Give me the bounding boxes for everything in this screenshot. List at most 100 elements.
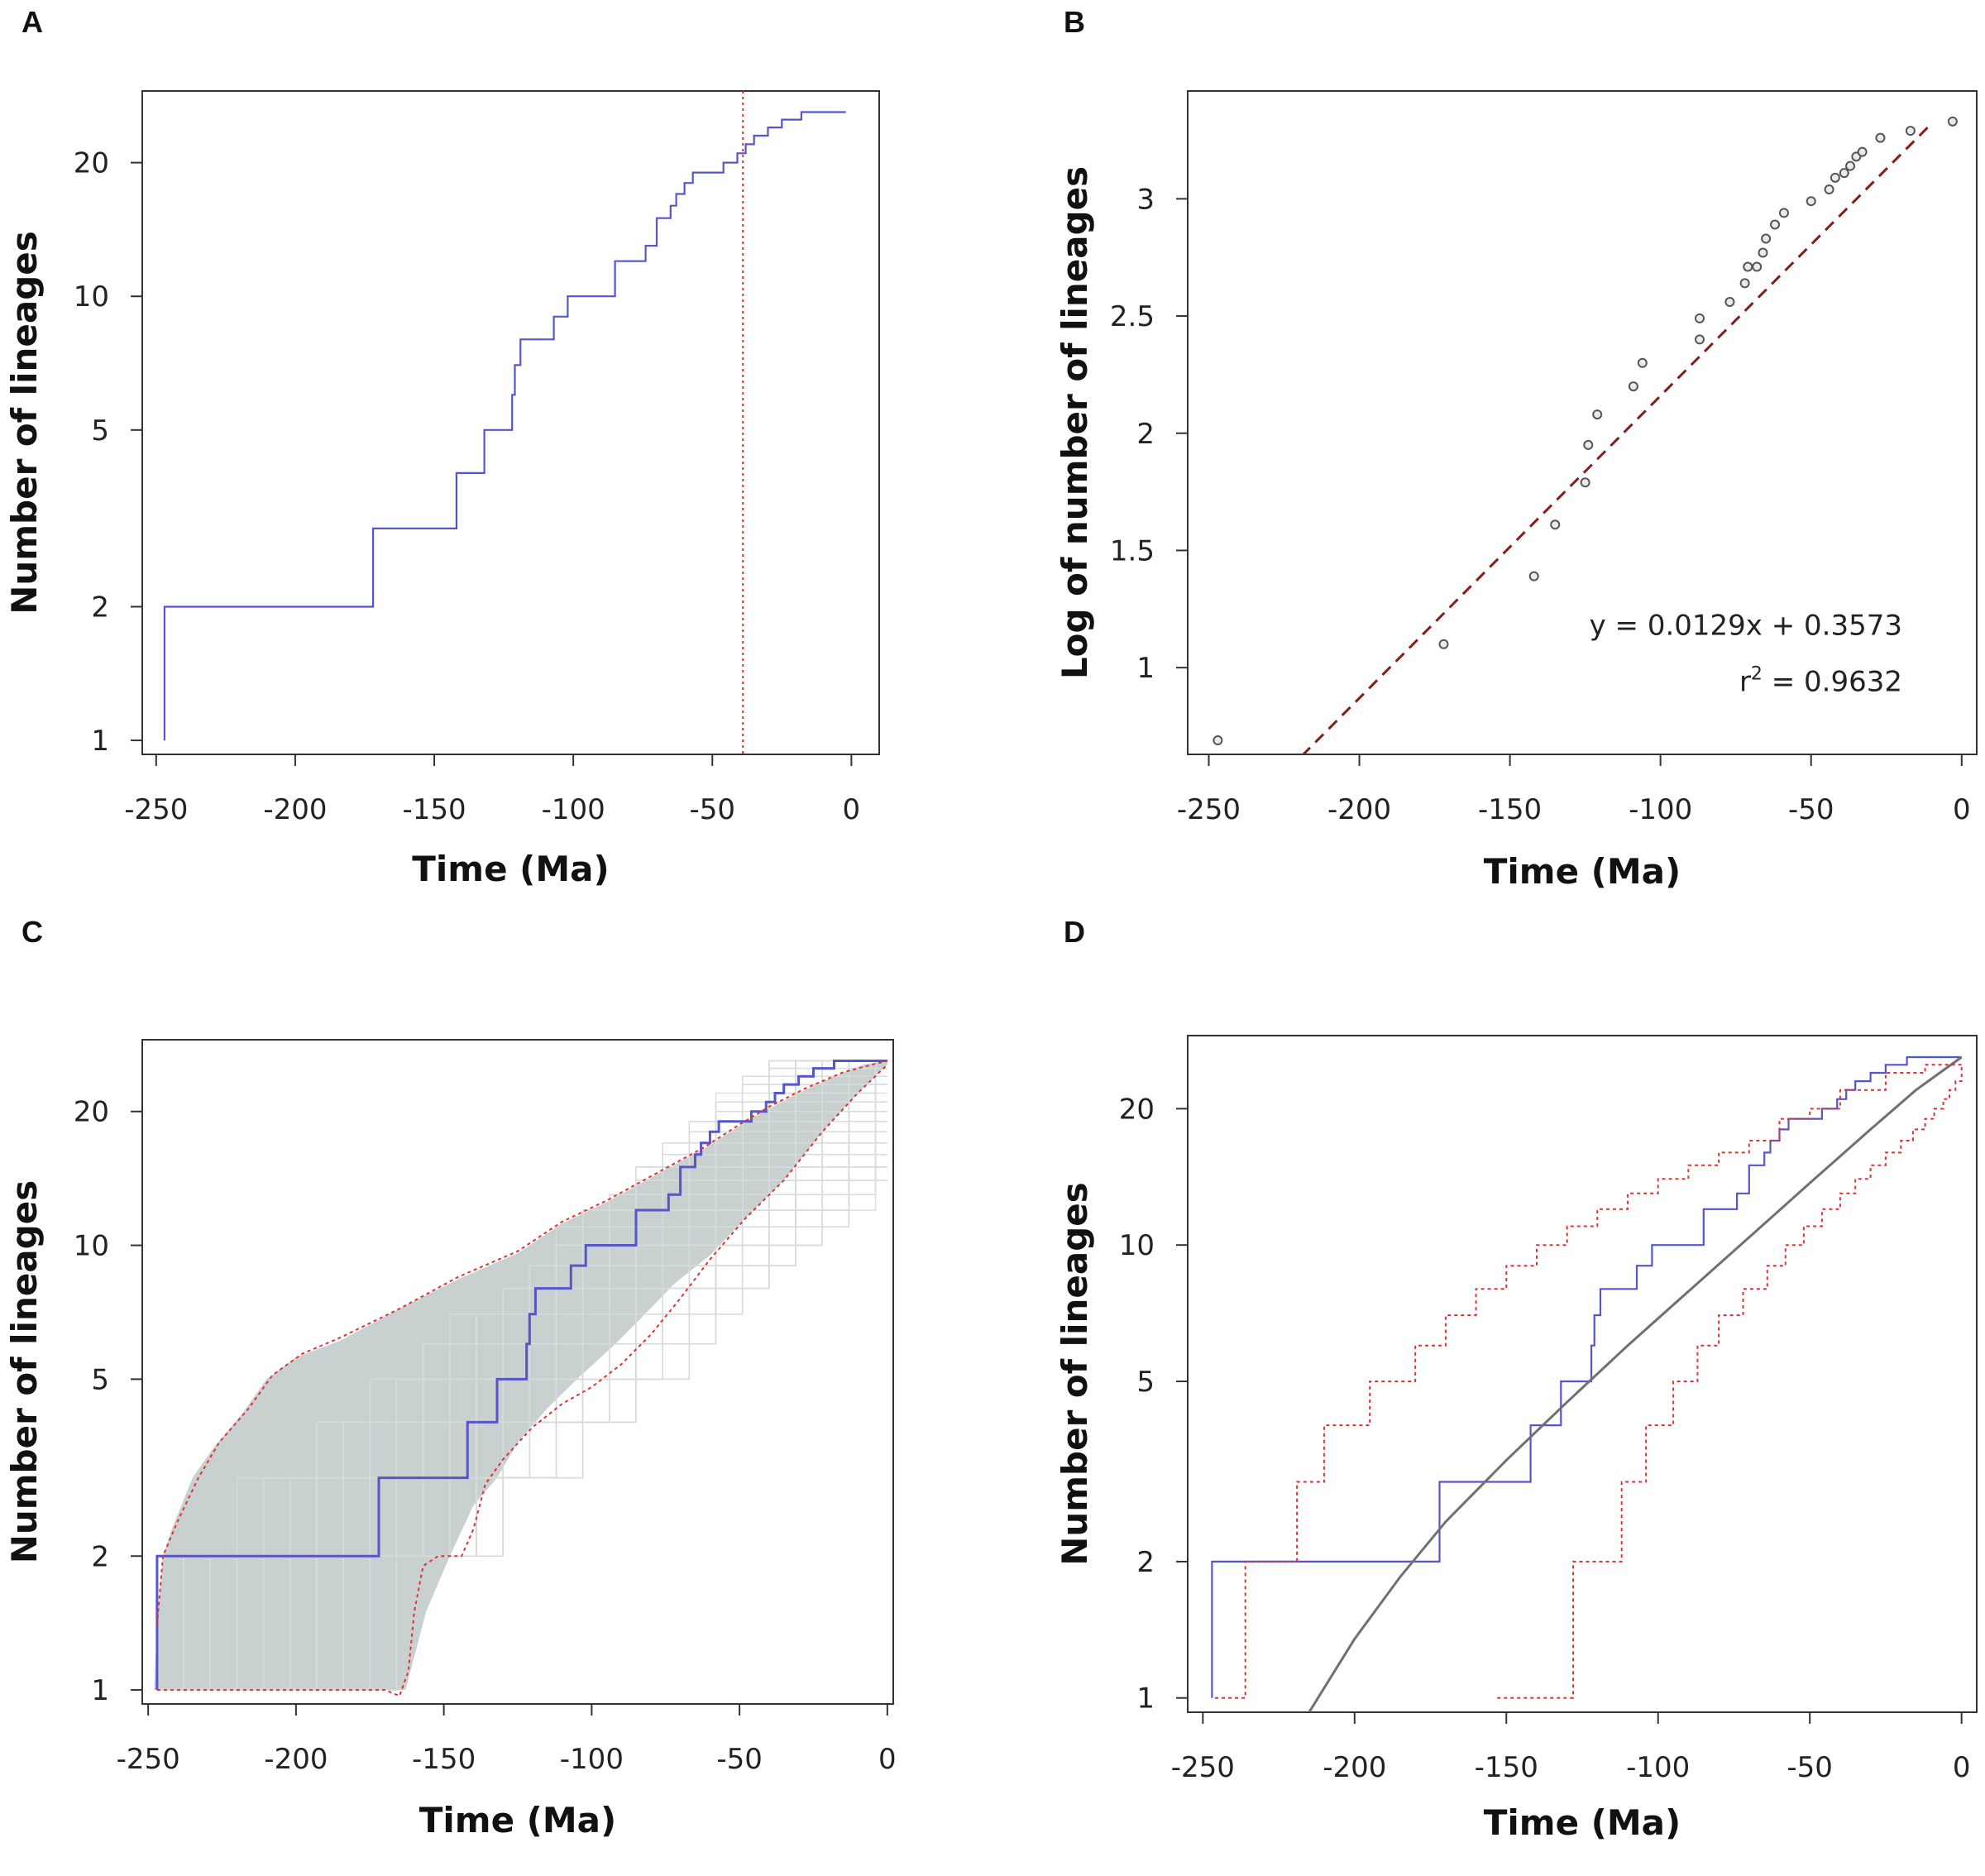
panel-c: C -250 -200 -150 -100 -50 0 1 2 5 10 20 Time (Ma) Nu… [0, 910, 992, 1876]
r-squared-value: = 0.9632 [1763, 665, 1902, 698]
y-tick-label: 20 [74, 147, 109, 180]
data-point [1875, 132, 1886, 143]
x-tick-label: -100 [1629, 793, 1692, 826]
y-tick-label: 2 [91, 591, 109, 624]
plot-frame-d [1187, 1035, 1978, 1713]
data-point [1806, 196, 1816, 207]
x-tick-label: -150 [1475, 1751, 1538, 1784]
panel-d: D -250 -200 -150 -100 -50 0 1 2 5 10 20 Time (Ma) Nu… [992, 910, 1985, 1876]
x-tick-label: -250 [1177, 793, 1241, 826]
y-tick-label: 20 [74, 1096, 109, 1129]
y-tick-label: 5 [91, 414, 109, 447]
x-tick-label: -50 [716, 1743, 763, 1776]
chart-a: -250 -200 -150 -100 -50 0 1 2 5 10 20 Time (Ma) Numb… [4, 90, 880, 889]
y-tick-label: 5 [1136, 1366, 1155, 1399]
data-point [1695, 313, 1705, 323]
x-axis-title: Time (Ma) [419, 1800, 616, 1840]
data-point [1528, 571, 1539, 581]
data-point [1583, 439, 1594, 450]
y-tick-label: 2 [1136, 418, 1155, 451]
x-axis-title: Time (Ma) [412, 849, 609, 889]
y-tick-label: 20 [1119, 1093, 1155, 1126]
data-point [1778, 208, 1789, 218]
panel-letter-c: C [22, 915, 43, 949]
data-point [1845, 160, 1856, 171]
data-point [1761, 233, 1772, 244]
panel-b: B -250 -200 -150 -100 -50 0 1 1.5 2 2.5 3 Time (Ma)… [992, 0, 1985, 910]
data-point [1739, 278, 1750, 289]
y-tick-label: 2.5 [1110, 300, 1155, 333]
plot-area-b [1213, 116, 1958, 754]
chart-c: -250 -200 -150 -100 -50 0 1 2 5 10 20 Time (Ma) Numb… [4, 1039, 897, 1840]
x-tick-label: -200 [263, 793, 327, 826]
x-tick-label: -250 [124, 793, 188, 826]
x-axis-title: Time (Ma) [1484, 851, 1681, 892]
y-tick-label: 1 [91, 725, 109, 758]
data-point [1758, 247, 1768, 258]
y-tick-label: 2 [91, 1540, 109, 1573]
x-tick-label: -100 [560, 1743, 624, 1776]
r-squared-label: r2 = 0.9632 [1739, 663, 1902, 698]
y-tick-label: 1 [1136, 1682, 1155, 1716]
panel-letter-d: D [1064, 915, 1085, 949]
y-axis-title: Number of lineages [4, 231, 45, 615]
data-point [1724, 297, 1735, 308]
data-point [1628, 381, 1638, 392]
x-tick-label: -200 [1323, 1751, 1386, 1784]
x-tick-label: -250 [117, 1743, 180, 1776]
y-axis-title: Number of lineages [1055, 1182, 1095, 1566]
equation-label: y = 0.0129x + 0.3573 [1590, 609, 1902, 642]
simulation-band [154, 1060, 887, 1691]
series-observed-ltt [1211, 1055, 1962, 1698]
x-tick-label: -100 [542, 793, 605, 826]
x-tick-label: -50 [1786, 1751, 1833, 1784]
data-point [1752, 261, 1763, 272]
data-point [1770, 219, 1781, 230]
x-tick-label: 0 [878, 1743, 897, 1776]
x-tick-label: -50 [1788, 793, 1834, 826]
data-point [1592, 409, 1603, 420]
series-upper-95-ci [155, 1060, 888, 1625]
y-tick-label: 10 [74, 280, 109, 313]
y-tick-label: 3 [1136, 183, 1155, 216]
panel-a: A -250 -200 -150 -100 -50 0 1 2 5 10 20 Time (Ma) Nu… [0, 0, 992, 910]
data-point [1550, 519, 1561, 530]
y-tick-label: 1.5 [1110, 534, 1155, 567]
r-squared-superscript: 2 [1751, 663, 1763, 684]
simulation-line [156, 1060, 887, 1691]
data-point [1905, 126, 1916, 136]
x-tick-label: -100 [1626, 1751, 1690, 1784]
plot-frame-a [141, 90, 880, 755]
y-tick-label: 10 [1119, 1229, 1155, 1262]
y-tick-label: 2 [1136, 1546, 1155, 1579]
chart-b: -250 -200 -150 -100 -50 0 1 1.5 2 2.5 3 Time (Ma) Lo… [1055, 90, 1978, 892]
data-point [1637, 357, 1648, 368]
chart-d: -250 -200 -150 -100 -50 0 1 2 5 10 20 Time (Ma) Numb… [1055, 1035, 1978, 1843]
series-upper-95-ci [1215, 1064, 1962, 1699]
data-point [1743, 261, 1753, 272]
data-point [1947, 116, 1958, 127]
plot-frame-b [1187, 90, 1978, 755]
data-point [1824, 184, 1834, 195]
y-tick-label: 1 [1136, 652, 1155, 685]
series-expected-pure-birth- [1308, 1055, 1963, 1712]
data-point [1438, 639, 1449, 649]
x-tick-label: -200 [1327, 793, 1391, 826]
series-observed-ltt [163, 111, 846, 741]
y-axis-title: Log of number of lineages [1055, 166, 1095, 679]
plot-area-c [154, 1060, 888, 1697]
series-observed-ltt [155, 1060, 887, 1691]
data-point [1857, 146, 1868, 157]
data-point [1695, 334, 1705, 345]
y-tick-label: 1 [91, 1674, 109, 1707]
x-tick-label: 0 [1953, 1751, 1971, 1784]
y-tick-label: 5 [91, 1363, 109, 1396]
data-point [1213, 735, 1223, 745]
x-axis-title: Time (Ma) [1484, 1802, 1681, 1843]
panel-letter-a: A [22, 5, 43, 39]
y-axis-title: Number of lineages [4, 1180, 45, 1564]
plot-frame-c [141, 1039, 894, 1705]
regression-line [1301, 122, 1933, 754]
plot-area-a [163, 91, 846, 754]
y-tick-label: 10 [74, 1230, 109, 1263]
